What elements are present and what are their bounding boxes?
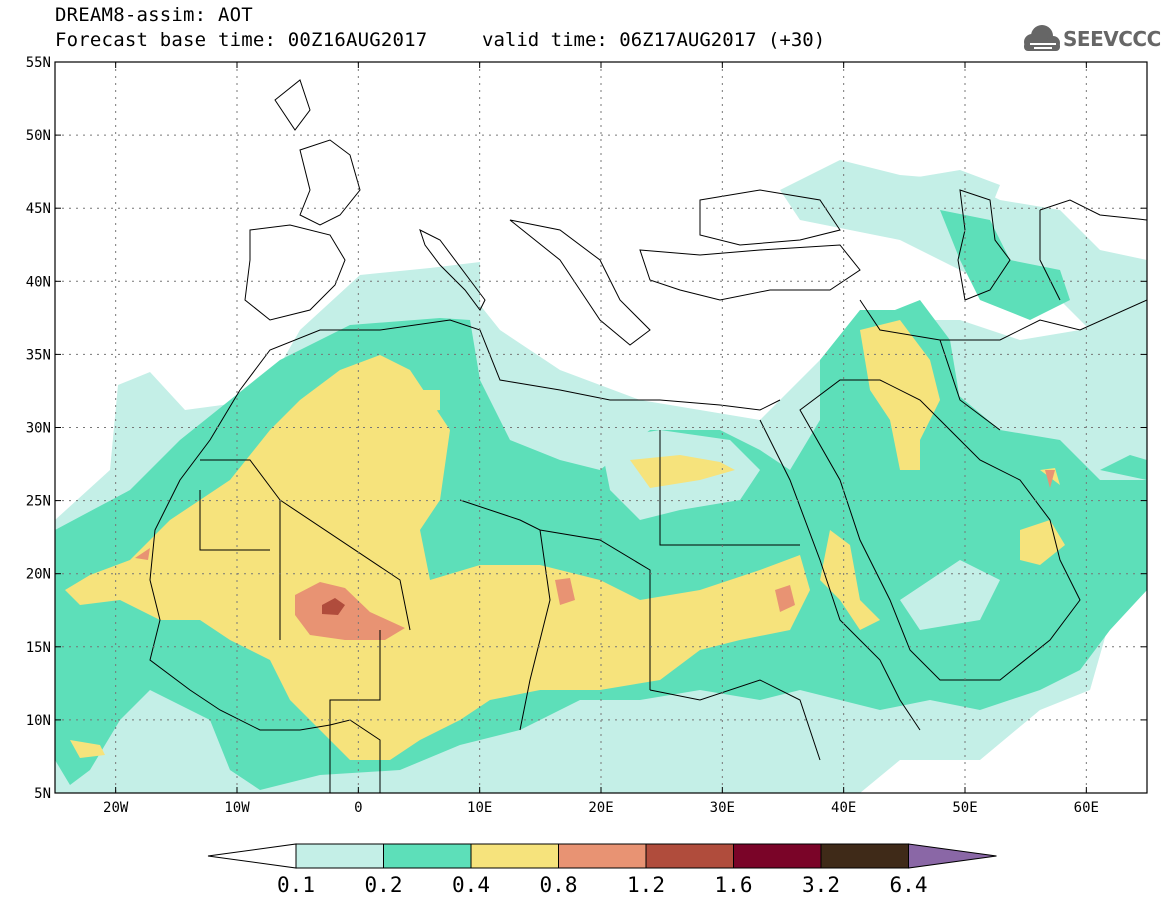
map-grid <box>55 62 1147 793</box>
lon-tick-label: 0 <box>354 800 362 816</box>
aot-band-0.4-0.8 <box>65 320 1065 760</box>
lon-tick-label: 30E <box>710 800 735 816</box>
aot-band-0.8-1.2 <box>135 470 1055 640</box>
cloud-logo-icon <box>1024 25 1060 51</box>
colorbar-label: 6.4 <box>890 873 928 897</box>
lat-tick-label: 25N <box>26 494 51 510</box>
colorbar-label: 0.4 <box>452 873 490 897</box>
lon-tick-label: 10W <box>224 800 250 816</box>
colorbar-label: 1.2 <box>627 873 665 897</box>
lat-tick-label: 20N <box>26 567 51 583</box>
colorbar-label: 0.8 <box>540 873 578 897</box>
colorbar-segment <box>295 843 384 869</box>
lat-tick-label: 45N <box>26 201 51 217</box>
colorbar-label: 0.1 <box>277 873 315 897</box>
forecast-base-time: Forecast base time: 00Z16AUG2017 <box>55 29 428 51</box>
colorbar-high-arrow <box>908 843 997 869</box>
lon-tick-label: 40E <box>831 800 856 816</box>
axis-ticks <box>55 61 1147 794</box>
latitude-labels: 5N 10N 15N 20N 25N 30N 35N 40N 45N 50N 55N <box>26 55 51 802</box>
map-title: DREAM8-assim: AOT <box>55 4 253 26</box>
colorbar-segment <box>645 843 734 869</box>
lat-tick-label: 40N <box>26 274 51 290</box>
lat-tick-label: 5N <box>34 786 51 802</box>
lon-tick-label: 20E <box>588 800 613 816</box>
lat-tick-label: 50N <box>26 128 51 144</box>
colorbar-segment <box>820 843 909 869</box>
colorbar-label: 0.2 <box>365 873 403 897</box>
lat-tick-label: 30N <box>26 421 51 437</box>
valid-time: valid time: 06Z17AUG2017 (+30) <box>482 29 826 51</box>
colorbar-label: 3.2 <box>802 873 840 897</box>
lat-tick-label: 35N <box>26 347 51 363</box>
country-borders <box>149 79 1147 793</box>
lat-tick-label: 10N <box>26 713 51 729</box>
lon-tick-label: 20W <box>103 800 129 816</box>
colorbar-segment <box>470 843 559 869</box>
lat-tick-label: 55N <box>26 55 51 71</box>
colorbar: 0.1 0.2 0.4 0.8 1.2 1.6 3.2 6.4 <box>207 843 997 897</box>
colorbar-segment <box>383 843 472 869</box>
colorbar-segment <box>558 843 647 869</box>
colorbar-segment <box>733 843 822 869</box>
logo-text: SEEVCCC <box>1063 27 1161 51</box>
colorbar-low-arrow <box>207 843 297 869</box>
lon-tick-label: 10E <box>467 800 492 816</box>
lon-tick-label: 60E <box>1074 800 1099 816</box>
lat-tick-label: 15N <box>26 640 51 656</box>
lon-tick-label: 50E <box>952 800 977 816</box>
colorbar-label: 1.6 <box>715 873 753 897</box>
longitude-labels: 20W 10W 0 10E 20E 30E 40E 50E 60E <box>103 800 1099 816</box>
aot-band-1.2-1.6 <box>322 598 345 615</box>
